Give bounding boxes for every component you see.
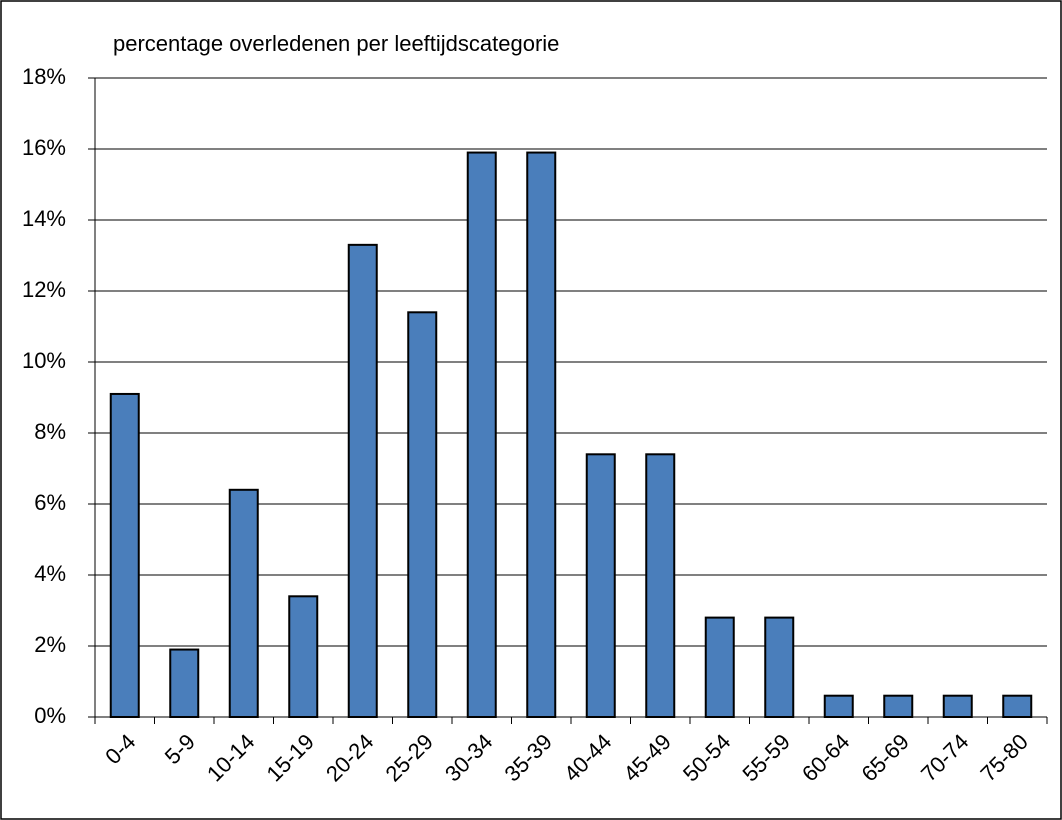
chart-title: percentage overledenen per leeftijdscate… bbox=[113, 31, 559, 56]
y-tick-label: 18% bbox=[22, 64, 66, 89]
bar bbox=[585, 453, 616, 718]
bar bbox=[704, 616, 735, 718]
y-tick-label: 6% bbox=[34, 490, 66, 515]
bar bbox=[883, 694, 914, 719]
bar bbox=[466, 151, 497, 719]
bar bbox=[407, 311, 438, 718]
bar bbox=[764, 616, 795, 718]
bar bbox=[645, 453, 676, 718]
y-tick-label: 16% bbox=[22, 135, 66, 160]
bar bbox=[526, 151, 557, 719]
bar bbox=[823, 694, 854, 719]
bar bbox=[109, 392, 140, 718]
bar bbox=[1002, 694, 1033, 719]
y-tick-label: 2% bbox=[34, 632, 66, 657]
y-tick-label: 12% bbox=[22, 277, 66, 302]
y-tick-label: 10% bbox=[22, 348, 66, 373]
bar bbox=[169, 648, 200, 718]
bar bbox=[288, 595, 319, 718]
bar bbox=[228, 488, 259, 718]
y-tick-label: 4% bbox=[34, 561, 66, 586]
y-tick-label: 0% bbox=[34, 703, 66, 728]
bar bbox=[942, 694, 973, 719]
bar bbox=[347, 243, 378, 718]
y-tick-label: 8% bbox=[34, 419, 66, 444]
y-tick-label: 14% bbox=[22, 206, 66, 231]
